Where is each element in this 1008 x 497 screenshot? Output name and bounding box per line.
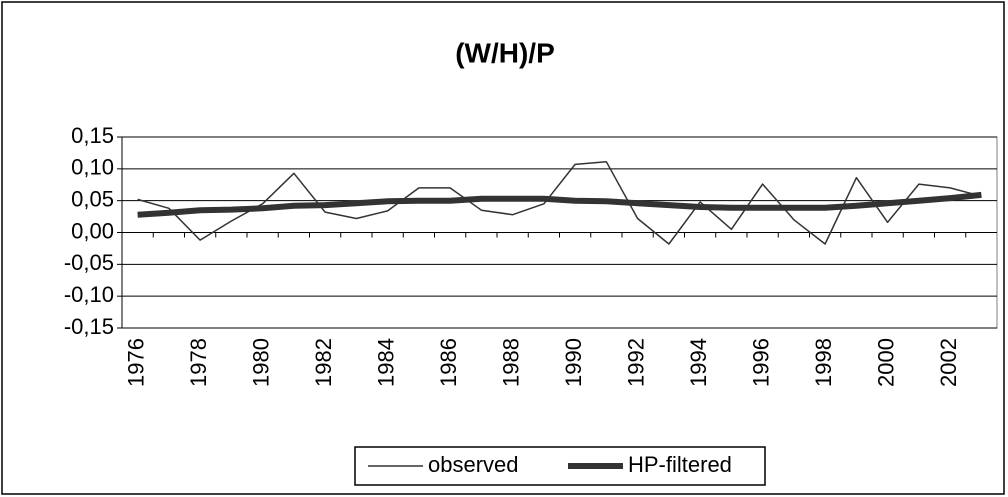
x-tick-label: 1982 [311,338,336,387]
y-tick-label: -0,10 [64,282,114,307]
y-tick-label: -0,05 [64,250,114,275]
legend-box [354,446,766,486]
line-series [137,191,982,218]
chart-title: (W/H)/P [455,37,555,68]
y-tick-label: 0,10 [71,155,114,180]
x-tick-label: 1980 [248,338,273,387]
legend-label: HP-filtered [628,452,732,477]
y-tick-label: 0,05 [71,186,114,211]
x-tick-label: 1984 [373,338,398,387]
x-tick-label: 1994 [686,338,711,387]
x-tick-label: 1996 [748,338,773,387]
x-tick-label: 1976 [123,338,148,387]
x-tick-label: 1986 [436,338,461,387]
x-tick-label: 2002 [936,338,961,387]
x-tick-label: 2000 [873,338,898,387]
x-tick-label: 1988 [498,338,523,387]
line-series [137,161,982,245]
y-tick-label: 0,00 [71,218,114,243]
x-tick-label: 1990 [561,338,586,387]
x-tick-label: 1992 [623,338,648,387]
y-tick-label: -0,15 [64,314,114,339]
legend-label: observed [428,452,519,477]
y-tick-label: 0,15 [71,123,114,148]
x-tick-label: 1978 [186,338,211,387]
x-tick-label: 1998 [811,338,836,387]
